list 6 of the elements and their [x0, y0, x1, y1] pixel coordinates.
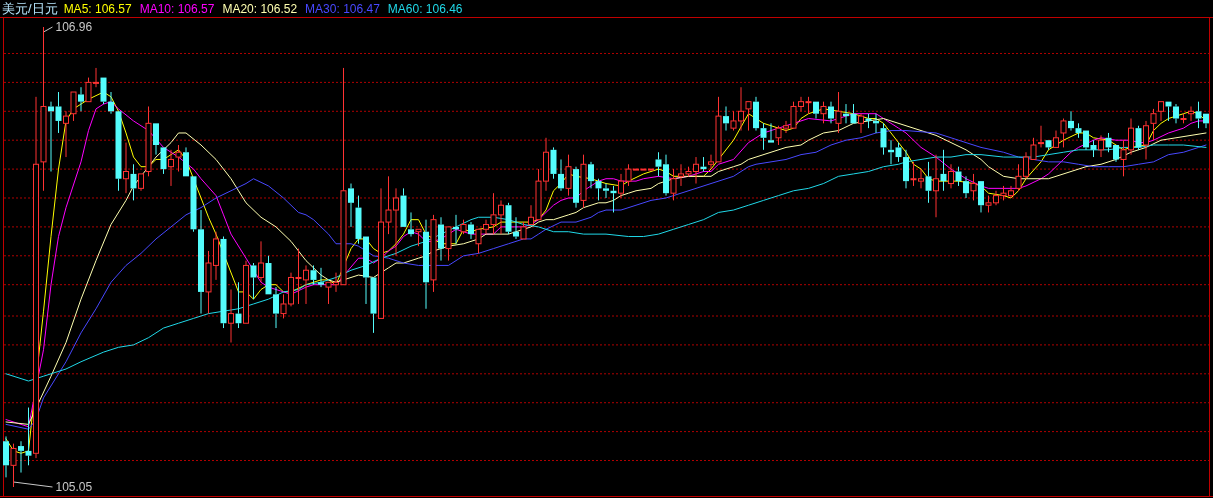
series-names: MA5: 106.57 MA10: 106.57 MA20: 106.52 MA30: 106.47 MA60: 106.46 — [63, 2, 463, 16]
chart-title: 美元/日元 — [2, 1, 58, 16]
ytick: 105.05 — [13, 480, 93, 494]
y-tick-label: 105.05 — [55, 480, 93, 494]
y-tick-label: 106.96 — [55, 20, 93, 34]
ytick: 106.96 — [43, 20, 93, 34]
